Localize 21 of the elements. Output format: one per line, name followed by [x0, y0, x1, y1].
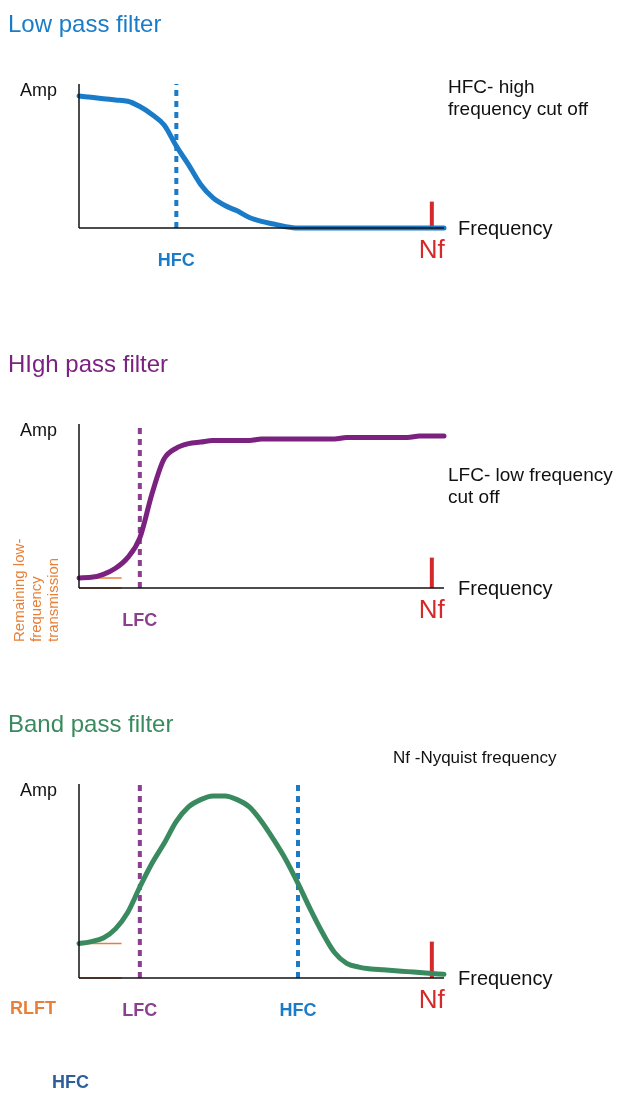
x-axis-title: Frequency — [458, 577, 553, 600]
text: HFC- high frequency cut off — [448, 76, 590, 120]
chart-title: Band pass filter — [8, 709, 175, 739]
x-tick-label: HFC — [279, 1000, 317, 1020]
x-tick-label: LFC — [122, 610, 158, 630]
chart-title: Low pass filter — [8, 9, 163, 39]
text: Nf -Nyquist frequency — [393, 748, 558, 768]
x-axis-title: Frequency — [458, 967, 553, 990]
chart-title: HIgh pass filter — [8, 349, 170, 379]
text: HFC — [52, 1072, 89, 1093]
x-tick-label: Nf — [418, 234, 446, 264]
x-axis-title: Frequency — [458, 217, 553, 240]
x-tick-label: Nf — [418, 594, 446, 624]
x-tick-label: LFC — [122, 1000, 158, 1020]
x-tick-label: Nf — [418, 984, 446, 1014]
y-axis-title: Amp — [20, 420, 58, 441]
y-axis-title: Amp — [20, 80, 58, 101]
text: RLFT — [10, 998, 56, 1019]
text: LFC- low frequency cut off — [448, 464, 614, 508]
text: Remaining low-frequency transmission — [10, 537, 61, 642]
y-axis-title: Amp — [20, 780, 58, 801]
